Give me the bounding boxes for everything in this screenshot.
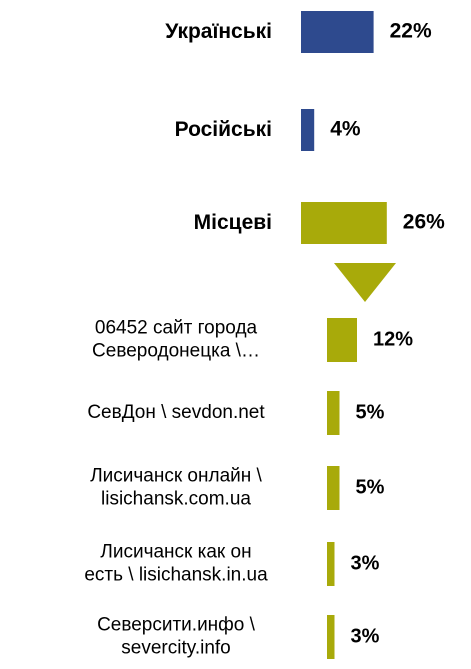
bar (327, 615, 335, 659)
value-label: 4% (330, 118, 361, 141)
value-label: 12% (373, 328, 413, 350)
category-label: Місцеві (194, 211, 272, 234)
category-label: Російські (175, 118, 272, 141)
category-label: СевДон \ sevdon.net (87, 402, 265, 423)
bar (327, 542, 335, 586)
bar (327, 466, 340, 510)
bar (301, 109, 315, 151)
bar (301, 202, 387, 244)
value-label: 26% (403, 211, 445, 234)
drill-arrow (334, 263, 396, 302)
bar (327, 391, 340, 435)
value-label: 5% (356, 401, 385, 423)
bar (301, 11, 374, 53)
value-label: 3% (351, 552, 380, 574)
category-label: Лисичанск онлайн \ lisichansk.com.ua (90, 466, 262, 510)
value-label: 5% (356, 476, 385, 498)
value-label: 22% (390, 20, 432, 43)
category-label: Лисичанск как он есть \ lisichansk.in.ua (84, 542, 268, 586)
value-label: 3% (351, 625, 380, 647)
category-label: Северсити.инфо \ severcity.info (97, 615, 256, 659)
category-label: Українські (165, 20, 272, 43)
category-label: 06452 сайт города Северодонецка \… (92, 318, 260, 362)
bar (327, 318, 357, 362)
